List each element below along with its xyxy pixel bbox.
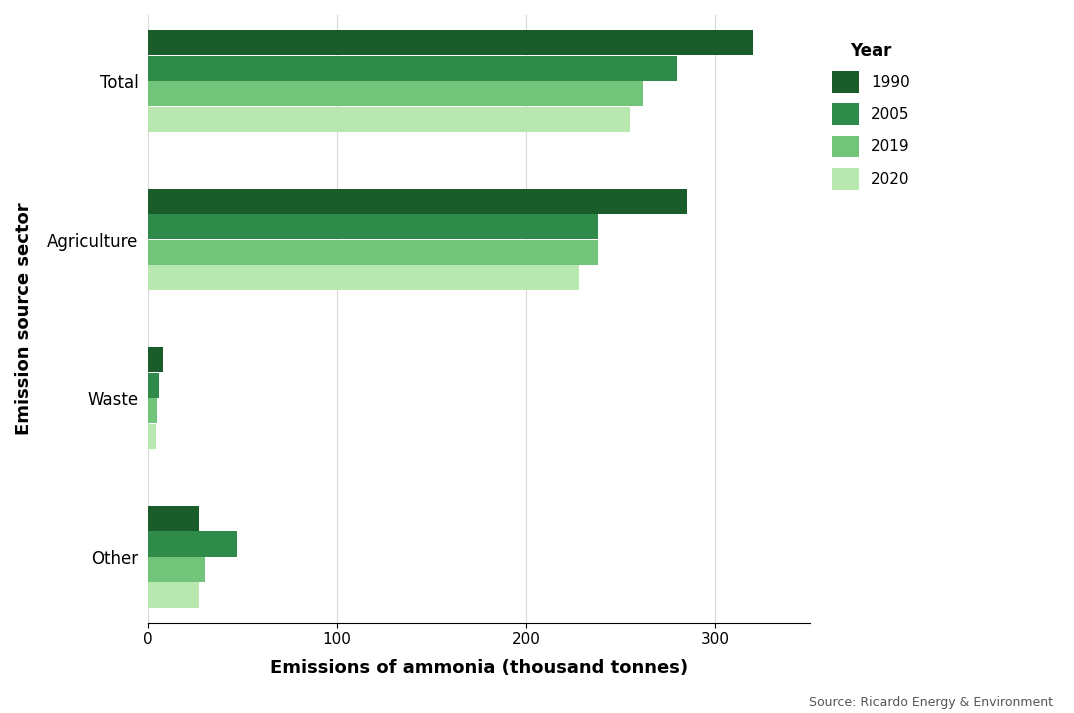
Bar — [148, 215, 598, 240]
Y-axis label: Emission source sector: Emission source sector — [15, 202, 33, 435]
Bar — [148, 56, 678, 81]
Bar — [148, 265, 579, 290]
Bar — [148, 424, 156, 449]
Bar — [148, 189, 686, 214]
Bar — [148, 583, 199, 607]
Bar — [148, 107, 630, 132]
Text: Source: Ricardo Energy & Environment: Source: Ricardo Energy & Environment — [809, 696, 1053, 709]
Bar — [148, 557, 205, 582]
Bar — [148, 506, 199, 531]
Bar — [148, 81, 643, 106]
Bar — [148, 347, 163, 372]
X-axis label: Emissions of ammonia (thousand tonnes): Emissions of ammonia (thousand tonnes) — [270, 659, 687, 677]
Bar — [148, 240, 598, 265]
Bar — [148, 531, 237, 557]
Legend: 1990, 2005, 2019, 2020: 1990, 2005, 2019, 2020 — [824, 35, 917, 198]
Bar — [148, 30, 753, 56]
Bar — [148, 373, 159, 398]
Bar — [148, 399, 158, 424]
